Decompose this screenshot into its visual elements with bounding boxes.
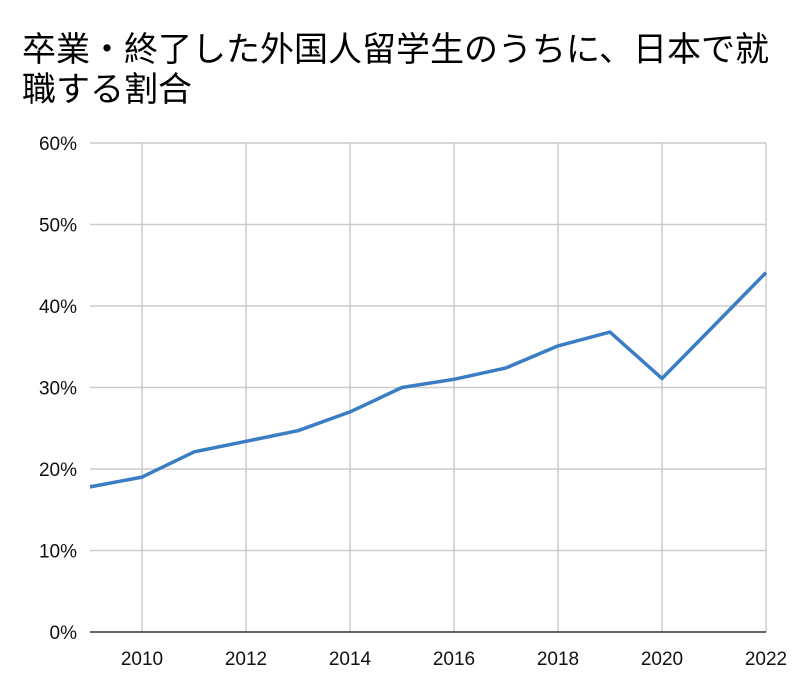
x-tick-label: 2010: [121, 649, 163, 670]
y-tick-label: 60%: [39, 134, 77, 155]
chart-title: 卒業・終了した外国人留学生のうちに、日本で就職する割合: [22, 30, 769, 110]
vertical-gridlines: [141, 143, 767, 632]
y-tick-label: 0%: [50, 623, 78, 644]
y-tick-label: 20%: [39, 460, 77, 481]
y-axis-tick-labels: 0% 10% 20% 30% 40% 50% 60%: [39, 134, 77, 644]
series-line: [89, 271, 768, 489]
y-tick-label: 10%: [39, 542, 77, 563]
x-tick-label: 2014: [329, 649, 372, 670]
y-tick-label: 40%: [39, 297, 77, 318]
x-tick-label: 2018: [537, 649, 579, 670]
x-tick-label: 2022: [745, 649, 787, 670]
horizontal-gridlines: [90, 142, 766, 552]
x-axis-tick-labels: 2010 2012 2014 2016 2018 2020 2022: [121, 649, 787, 670]
y-tick-label: 50%: [39, 216, 77, 237]
x-tick-label: 2012: [225, 649, 267, 670]
x-tick-label: 2016: [433, 649, 475, 670]
y-tick-label: 30%: [39, 379, 77, 400]
x-tick-label: 2020: [641, 649, 683, 670]
